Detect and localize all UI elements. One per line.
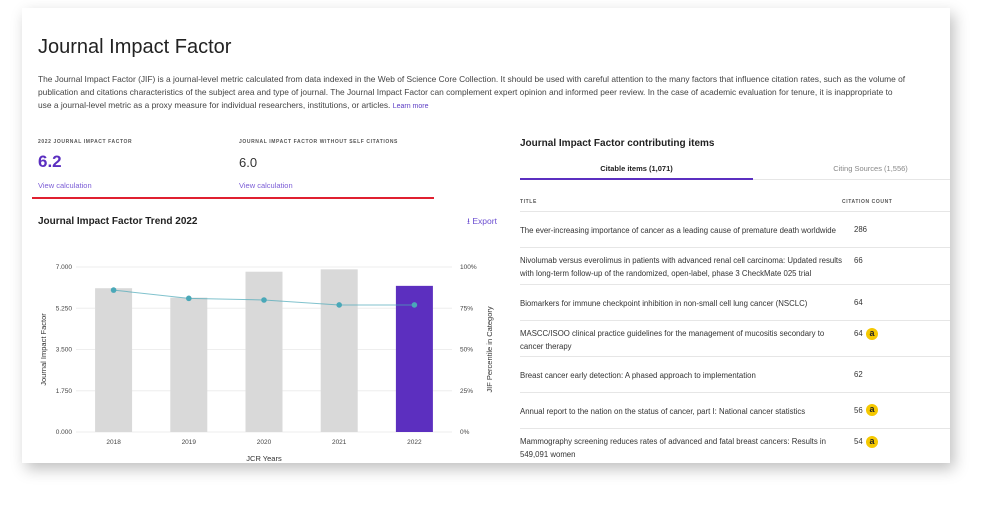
y2-tick-label: 75% xyxy=(460,305,473,312)
row-count: 56 xyxy=(854,406,863,415)
x-tick-label: 2020 xyxy=(257,439,272,446)
y2-tick-label: 50% xyxy=(460,347,473,354)
table-row[interactable]: Annual report to the nation on the statu… xyxy=(520,392,950,429)
jif-no-self-value: 6.0 xyxy=(239,155,258,170)
open-access-icon: a xyxy=(866,328,878,340)
y2-tick-label: 25% xyxy=(460,388,473,395)
y-axis-label: Journal Impact Factor xyxy=(39,313,48,386)
jif-value: 6.2 xyxy=(38,152,62,171)
y-tick-label: 7.000 xyxy=(56,264,73,271)
row-count: 64 xyxy=(854,298,863,307)
bar-2021 xyxy=(320,269,358,432)
x-tick-label: 2022 xyxy=(407,439,422,446)
tab-citing-sources[interactable]: Citing Sources (1,556) xyxy=(753,158,950,180)
row-count: 62 xyxy=(854,370,863,379)
download-icon: ⭳ xyxy=(467,216,470,226)
row-title[interactable]: Nivolumab versus everolimus in patients … xyxy=(520,256,842,278)
col-title-header: TITLE xyxy=(520,199,537,205)
y-tick-label: 0.000 xyxy=(56,429,73,436)
col-count-header: CITATION COUNT xyxy=(842,199,893,205)
open-access-icon: a xyxy=(866,404,878,416)
tab-citable-items[interactable]: Citable items (1,071) xyxy=(520,158,753,180)
row-title[interactable]: The ever-increasing importance of cancer… xyxy=(520,226,836,235)
bar-2022 xyxy=(395,285,433,432)
x-axis-label: JCR Years xyxy=(246,454,282,463)
bar-2018 xyxy=(95,288,133,432)
table-row[interactable]: Mammography screening reduces rates of a… xyxy=(520,428,950,463)
y2-tick-label: 100% xyxy=(460,264,477,271)
row-title[interactable]: Breast cancer early detection: A phased … xyxy=(520,371,756,380)
description: The Journal Impact Factor (JIF) is a jou… xyxy=(38,73,908,113)
jif-no-self-label: JOURNAL IMPACT FACTOR WITHOUT SELF CITAT… xyxy=(239,139,398,145)
trend-title: Journal Impact Factor Trend 2022 xyxy=(38,216,198,227)
view-calculation-link-2[interactable]: View calculation xyxy=(239,181,293,190)
y2-axis-label: JIF Percentile in Category xyxy=(485,306,494,393)
percentile-point xyxy=(261,297,267,303)
trend-chart: 0.000 0% 1.750 25% 3.500 50% 5.250 75% 7.000 100%… xyxy=(39,264,494,463)
x-tick-label: 2019 xyxy=(182,439,197,446)
percentile-point xyxy=(411,302,418,308)
bar-2020 xyxy=(245,271,283,432)
percentile-point xyxy=(336,302,343,308)
bar-2019 xyxy=(170,297,208,432)
table-row[interactable]: Breast cancer early detection: A phased … xyxy=(520,356,950,393)
table-row[interactable]: The ever-increasing importance of cancer… xyxy=(520,211,950,248)
table-row[interactable]: Biomarkers for immune checkpoint inhibit… xyxy=(520,284,950,321)
x-tick-label: 2021 xyxy=(332,439,347,446)
open-access-icon: a xyxy=(866,436,878,448)
y2-tick-label: 0% xyxy=(460,429,470,436)
export-label: Export xyxy=(472,216,497,226)
row-count: 54 xyxy=(854,437,863,446)
table-row[interactable]: MASCC/ISOO clinical practice guidelines … xyxy=(520,320,950,357)
learn-more-link[interactable]: Learn more xyxy=(392,103,429,110)
table-row[interactable]: Nivolumab versus everolimus in patients … xyxy=(520,247,950,284)
y-tick-label: 5.250 xyxy=(56,305,73,312)
export-button[interactable]: ⭳ Export xyxy=(467,216,497,230)
view-calculation-link[interactable]: View calculation xyxy=(38,181,92,190)
row-title[interactable]: Annual report to the nation on the statu… xyxy=(520,407,806,416)
row-count: 66 xyxy=(854,256,863,265)
row-count: 64 xyxy=(854,329,863,338)
x-tick-label: 2018 xyxy=(106,439,121,446)
jif-card: Journal Impact Factor The Journal Impact… xyxy=(22,8,950,463)
red-divider xyxy=(32,197,434,199)
row-title[interactable]: Mammography screening reduces rates of a… xyxy=(520,437,826,459)
row-title[interactable]: Biomarkers for immune checkpoint inhibit… xyxy=(520,299,808,308)
y-tick-label: 1.750 xyxy=(56,388,73,395)
page-title: Journal Impact Factor xyxy=(38,36,232,58)
row-title[interactable]: MASCC/ISOO clinical practice guidelines … xyxy=(520,329,825,351)
y-tick-label: 3.500 xyxy=(56,347,73,354)
percentile-point xyxy=(186,295,192,302)
jif-label: 2022 JOURNAL IMPACT FACTOR xyxy=(38,139,133,145)
row-count: 286 xyxy=(854,225,868,234)
percentile-point xyxy=(110,287,117,293)
contrib-title: Journal Impact Factor contributing items xyxy=(520,138,715,149)
description-text: The Journal Impact Factor (JIF) is a jou… xyxy=(38,74,906,110)
